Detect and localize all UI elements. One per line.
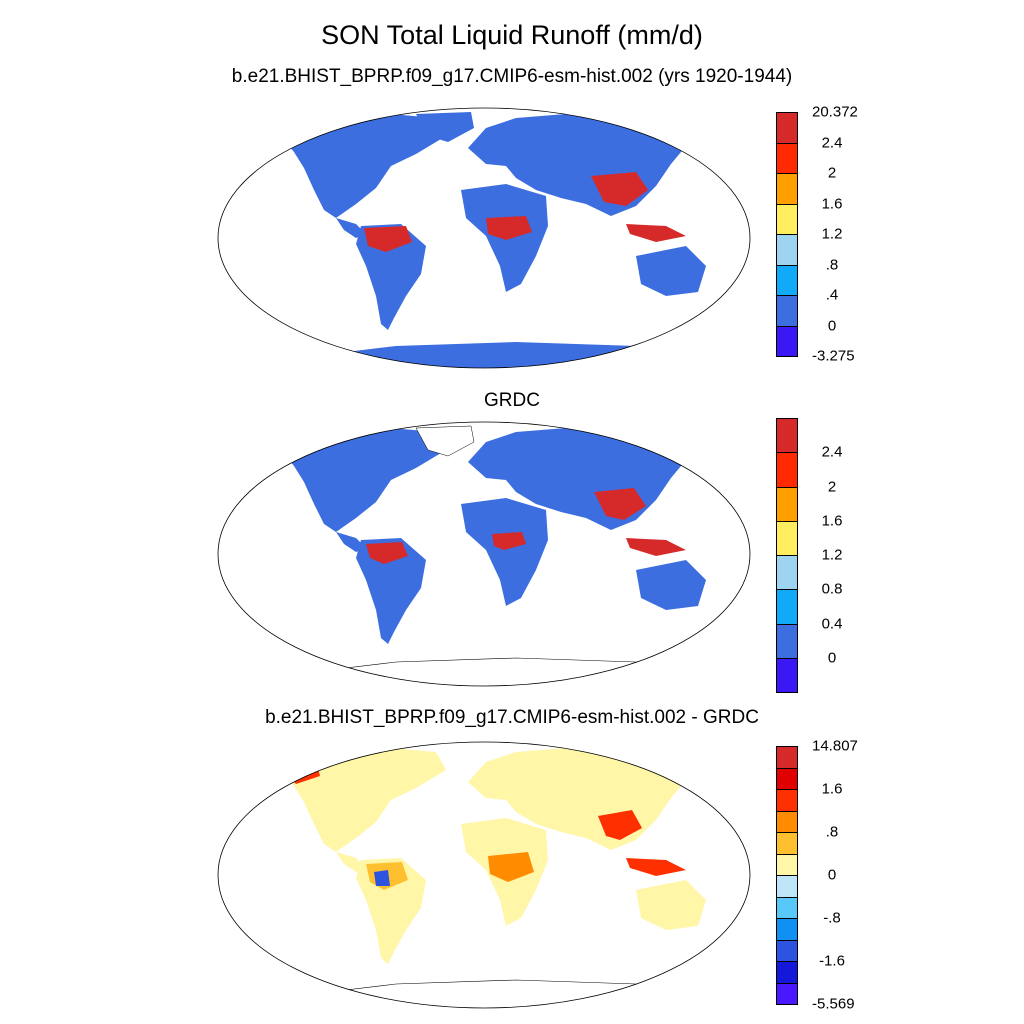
colorbar-label: 0.4	[821, 615, 843, 632]
colorbar-swatch	[776, 486, 798, 522]
colorbar-swatch	[776, 264, 798, 296]
indonesia	[626, 538, 686, 556]
central-africa-diff	[488, 852, 534, 882]
colorbar-swatch	[776, 767, 798, 790]
indonesia	[626, 224, 686, 242]
amazon-wet	[364, 226, 412, 252]
colorbar-swatch	[776, 896, 798, 919]
colorbar-label: .8	[825, 823, 839, 841]
colorbar-swatch	[776, 746, 798, 769]
colorbar-label: 2	[827, 478, 837, 495]
colorbar-swatch	[776, 961, 798, 984]
colorbar-label: 20.372	[812, 103, 858, 121]
north-america	[278, 748, 446, 852]
colorbar-swatch	[776, 832, 798, 855]
colorbar-label: -.8	[823, 909, 841, 927]
colorbar-label: -3.275	[812, 347, 855, 365]
central-africa-wet	[486, 216, 532, 240]
colorbar-label: 0	[827, 317, 837, 334]
panel-3-title: b.e21.BHIST_BPRP.f09_g17.CMIP6-esm-hist.…	[265, 707, 759, 728]
central-america	[336, 532, 366, 552]
colorbar-swatch	[776, 555, 798, 591]
grdc-runoff-map	[217, 421, 751, 687]
colorbar-swatch	[776, 939, 798, 962]
colorbar-label: 0.8	[821, 580, 843, 598]
difference-colorbar	[776, 746, 798, 1005]
australia	[636, 246, 706, 296]
model-runoff-map	[217, 107, 751, 369]
main-title: SON Total Liquid Runoff (mm/d)	[321, 20, 703, 50]
colorbar-swatch	[776, 875, 798, 898]
central-america	[336, 218, 366, 238]
colorbar-swatch	[776, 520, 798, 556]
south-america	[356, 858, 426, 964]
colorbar-label: 1.6	[821, 512, 843, 530]
colorbar-swatch	[776, 657, 798, 693]
colorbar-label: 1.2	[821, 546, 843, 564]
colorbar-swatch	[776, 325, 798, 357]
greenland	[416, 112, 474, 142]
colorbar-label: 0	[827, 866, 837, 884]
difference-map	[217, 741, 751, 1009]
se-asia-diff	[598, 810, 642, 840]
colorbar-label: -1.6	[819, 952, 845, 970]
south-america	[356, 224, 426, 330]
colorbar-swatch	[776, 112, 798, 144]
colorbar-swatch	[776, 982, 798, 1005]
australia	[636, 880, 706, 930]
panel-2-title: GRDC	[484, 390, 540, 411]
antarctica	[296, 342, 716, 368]
colorbar-swatch	[776, 918, 798, 941]
colorbar-swatch	[776, 203, 798, 235]
colorbar-label: 1.6	[821, 780, 843, 798]
amazon-dry	[374, 870, 390, 886]
colorbar-label: 2.4	[821, 443, 843, 461]
colorbar-swatch	[776, 589, 798, 625]
south-america	[356, 538, 426, 644]
se-asia-wet	[591, 172, 648, 206]
colorbar-swatch	[776, 853, 798, 876]
colorbar-label: 14.807	[812, 737, 858, 755]
amazon-wet	[366, 542, 408, 564]
se-asia-wet	[594, 488, 646, 520]
antarctica-outline	[295, 979, 717, 997]
greenland	[415, 425, 475, 457]
central-america	[336, 852, 366, 872]
north-america	[278, 114, 446, 218]
north-america	[278, 428, 446, 532]
model-colorbar	[776, 112, 798, 357]
colorbar-label: .4	[825, 286, 839, 304]
colorbar-swatch	[776, 789, 798, 812]
colorbar-label: 1.2	[821, 225, 843, 243]
colorbar-swatch	[776, 452, 798, 488]
colorbar-swatch	[776, 173, 798, 205]
colorbar-swatch	[776, 234, 798, 266]
colorbar-label: 2	[827, 164, 837, 182]
grdc-colorbar	[776, 418, 798, 693]
colorbar-label: 2.4	[821, 134, 843, 151]
colorbar-swatch	[776, 295, 798, 327]
colorbar-label: 0	[827, 649, 837, 667]
colorbar-swatch	[776, 142, 798, 174]
colorbar-swatch	[776, 810, 798, 833]
africa	[461, 498, 548, 606]
colorbar-label: .8	[825, 256, 839, 273]
colorbar-swatch	[776, 418, 798, 454]
indonesia	[626, 858, 686, 876]
colorbar-swatch	[776, 623, 798, 659]
antarctica-outline	[295, 657, 717, 675]
australia	[636, 560, 706, 610]
colorbar-label: 1.6	[821, 195, 843, 212]
west-africa-wet	[492, 532, 526, 550]
panel-1-title: b.e21.BHIST_BPRP.f09_g17.CMIP6-esm-hist.…	[231, 66, 793, 87]
colorbar-label: -5.569	[812, 995, 855, 1013]
